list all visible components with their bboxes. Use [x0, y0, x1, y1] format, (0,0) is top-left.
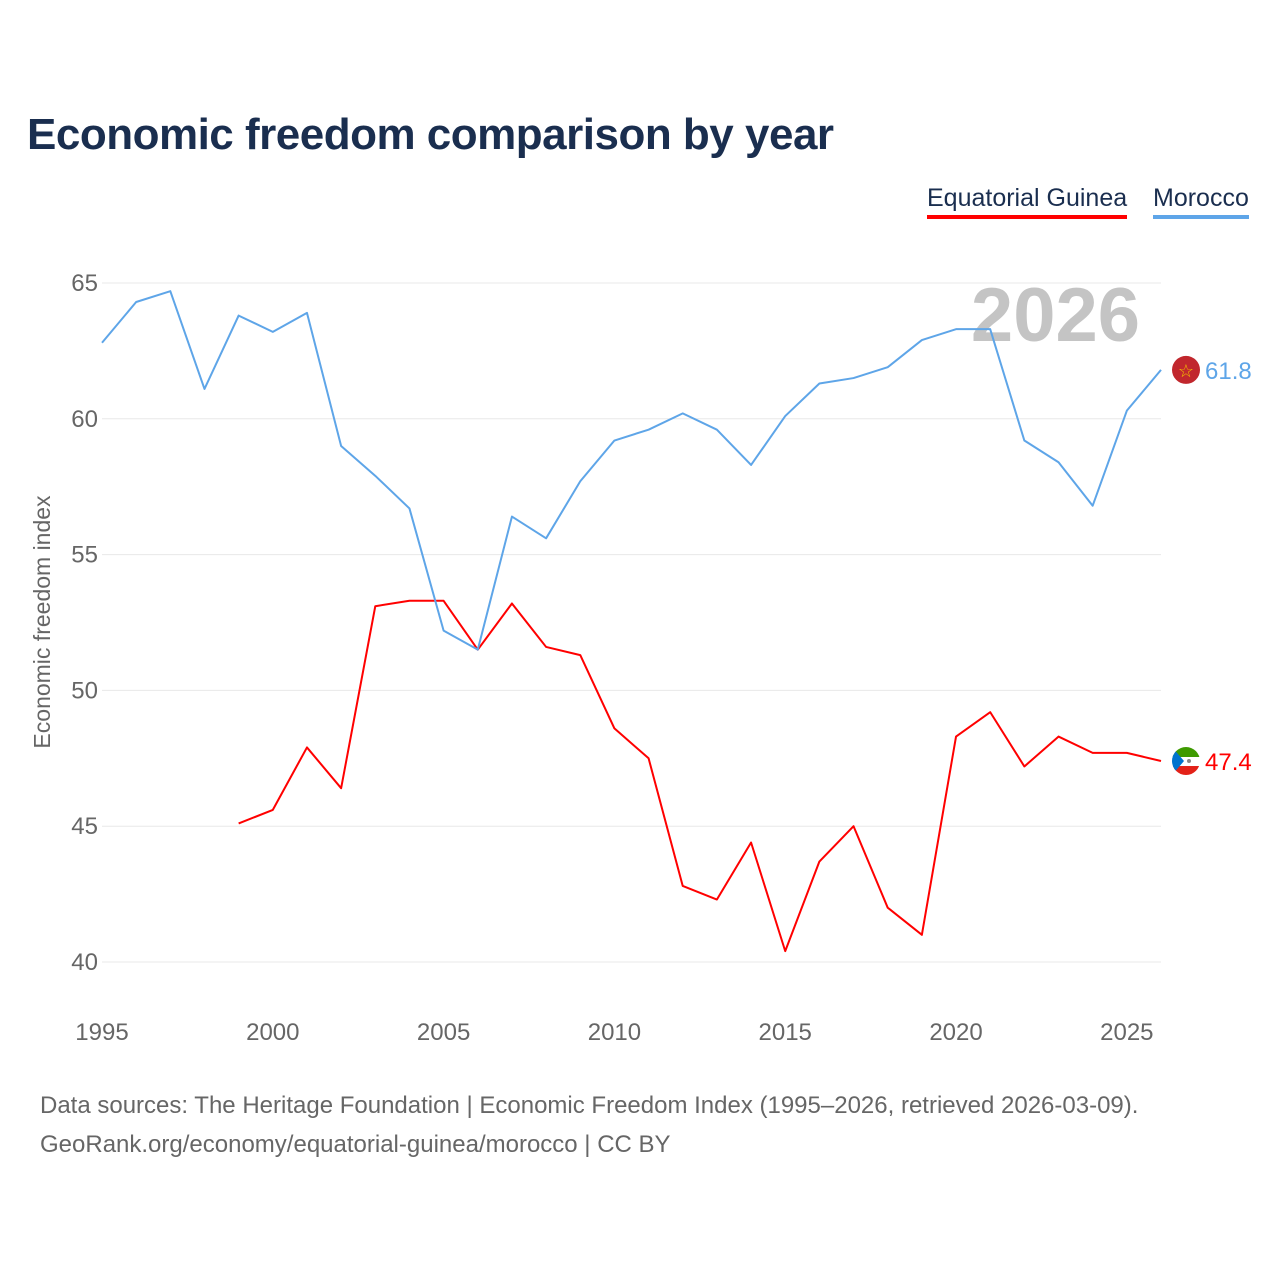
y-tick-label: 65 — [71, 270, 98, 297]
y-tick-label: 40 — [71, 949, 98, 976]
flag-star-icon: ☆ — [1178, 361, 1194, 381]
y-tick-label: 45 — [71, 813, 98, 840]
year-watermark: 2026 — [971, 273, 1140, 358]
x-tick-label: 1995 — [75, 1019, 128, 1046]
y-axis-label: Economic freedom index — [29, 495, 55, 749]
x-tick-label: 2010 — [588, 1019, 641, 1046]
y-tick-label: 60 — [71, 406, 98, 433]
equatorial-guinea-flag-icon — [1172, 747, 1200, 776]
data-source-text: Data sources: The Heritage Foundation | … — [40, 1092, 1139, 1119]
series-line-morocco — [101, 290, 1162, 651]
x-tick-label: 2005 — [417, 1019, 470, 1046]
y-tick-label: 50 — [71, 677, 98, 704]
series-line-equatorial-guinea — [238, 599, 1162, 953]
source-link[interactable]: GeoRank.org/economy/equatorial-guinea/mo… — [40, 1131, 671, 1158]
y-tick-label: 55 — [71, 542, 98, 569]
x-tick-label: 2025 — [1100, 1019, 1153, 1046]
end-value-label: 61.8 — [1205, 358, 1252, 385]
end-value-label: 47.4 — [1205, 749, 1252, 776]
legend-item-equatorial-guinea[interactable]: Equatorial Guinea — [927, 184, 1128, 219]
legend-item-morocco[interactable]: Morocco — [1153, 184, 1249, 219]
morocco-flag-icon — [1172, 355, 1200, 384]
x-tick-label: 2000 — [246, 1019, 299, 1046]
x-tick-label: 2020 — [929, 1019, 982, 1046]
x-tick-label: 2015 — [759, 1019, 812, 1046]
chart-title: Economic freedom comparison by year — [27, 110, 834, 159]
footer: Data sources: The Heritage Foundation | … — [40, 1086, 1138, 1164]
